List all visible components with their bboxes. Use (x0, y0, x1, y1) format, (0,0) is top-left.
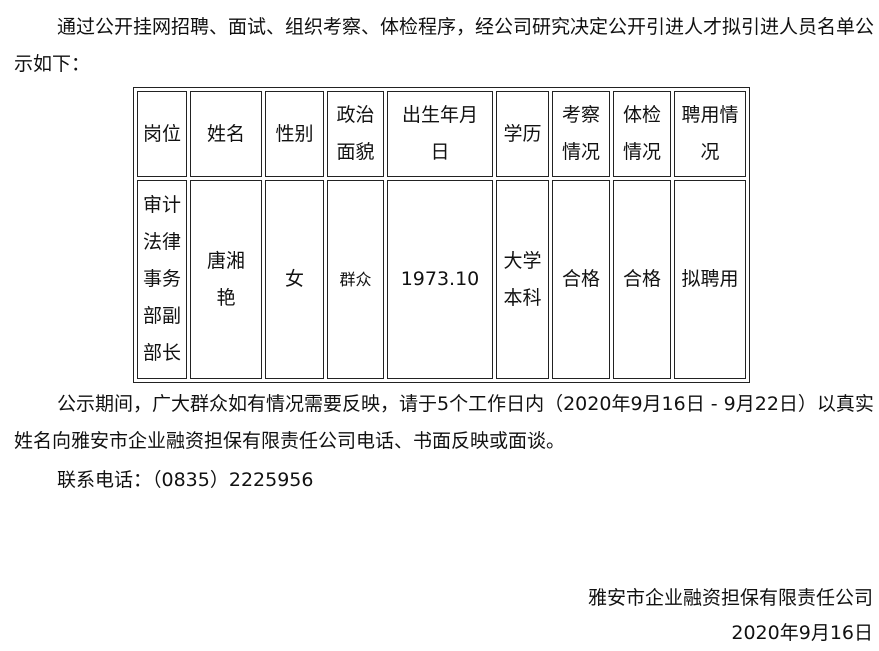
cell-political-status: 群众 (327, 180, 384, 379)
header-medical: 体检情况 (613, 91, 671, 177)
cell-inspection: 合格 (552, 180, 610, 379)
cell-education: 大学本科 (496, 180, 549, 379)
cell-medical: 合格 (613, 180, 671, 379)
notice-paragraph: 公示期间，广大群众如有情况需要反映，请于5个工作日内（2020年9月16日 - … (14, 393, 874, 452)
header-birth-date: 出生年月日 (387, 91, 493, 177)
cell-employment: 拟聘用 (674, 180, 746, 379)
cell-birth-date: 1973.10 (387, 180, 493, 379)
header-education: 学历 (496, 91, 549, 177)
intro-paragraph: 通过公开挂网招聘、面试、组织考察、体检程序，经公司研究决定公开引进人才拟引进人员… (14, 16, 875, 75)
cell-gender: 女 (265, 180, 324, 379)
signature-date: 2020年9月16日 (731, 622, 873, 644)
table-header-row: 岗位 姓名 性别 政治面貌 出生年月日 学历 考察情况 体检情况 聘用情况 (137, 91, 746, 177)
header-name: 姓名 (190, 91, 262, 177)
header-political-status: 政治面貌 (327, 91, 384, 177)
personnel-table: 岗位 姓名 性别 政治面貌 出生年月日 学历 考察情况 体检情况 聘用情况 审计… (133, 87, 750, 383)
header-inspection: 考察情况 (552, 91, 610, 177)
header-employment: 聘用情况 (674, 91, 746, 177)
signature-company: 雅安市企业融资担保有限责任公司 (587, 587, 873, 609)
contact-phone: 联系电话：（0835）2225956 (57, 469, 314, 491)
header-gender: 性别 (265, 91, 324, 177)
table-row: 审计法律事务部副部长 唐湘艳 女 群众 1973.10 大学本科 合格 合格 拟… (137, 180, 746, 379)
cell-position: 审计法律事务部副部长 (137, 180, 187, 379)
cell-name: 唐湘艳 (190, 180, 262, 379)
header-position: 岗位 (137, 91, 187, 177)
